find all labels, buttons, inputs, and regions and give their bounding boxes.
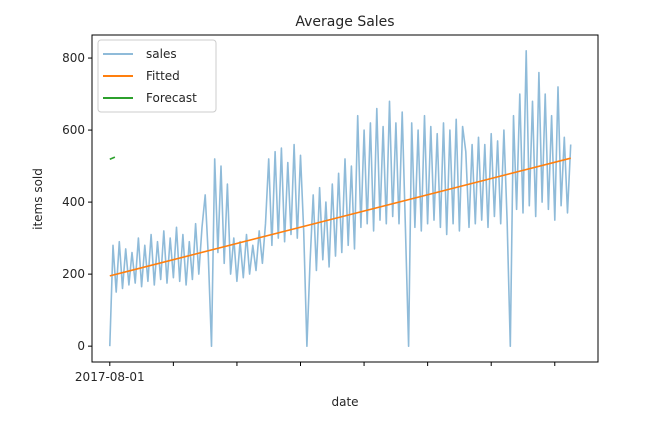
series-line-forecast	[109, 156, 116, 160]
y-tick-label: 0	[77, 339, 85, 353]
x-tick-label: 2017-08-01	[75, 370, 145, 384]
series-line-sales	[109, 49, 572, 348]
series-line-fitted	[109, 157, 571, 277]
y-tick-label: 600	[62, 123, 85, 137]
legend-label-forecast: Forecast	[146, 91, 197, 105]
y-axis-label: items sold	[31, 168, 45, 230]
y-tick-label: 400	[62, 195, 85, 209]
legend: sales Fitted Forecast	[97, 39, 217, 113]
x-axis-label: date	[331, 395, 358, 409]
chart-title: Average Sales	[295, 14, 394, 30]
plot-frame	[91, 34, 599, 363]
legend-box	[97, 39, 217, 113]
legend-label-sales: sales	[146, 47, 177, 61]
legend-label-fitted: Fitted	[146, 69, 180, 83]
y-tick-label: 800	[62, 51, 85, 65]
y-tick-label: 200	[62, 267, 85, 281]
